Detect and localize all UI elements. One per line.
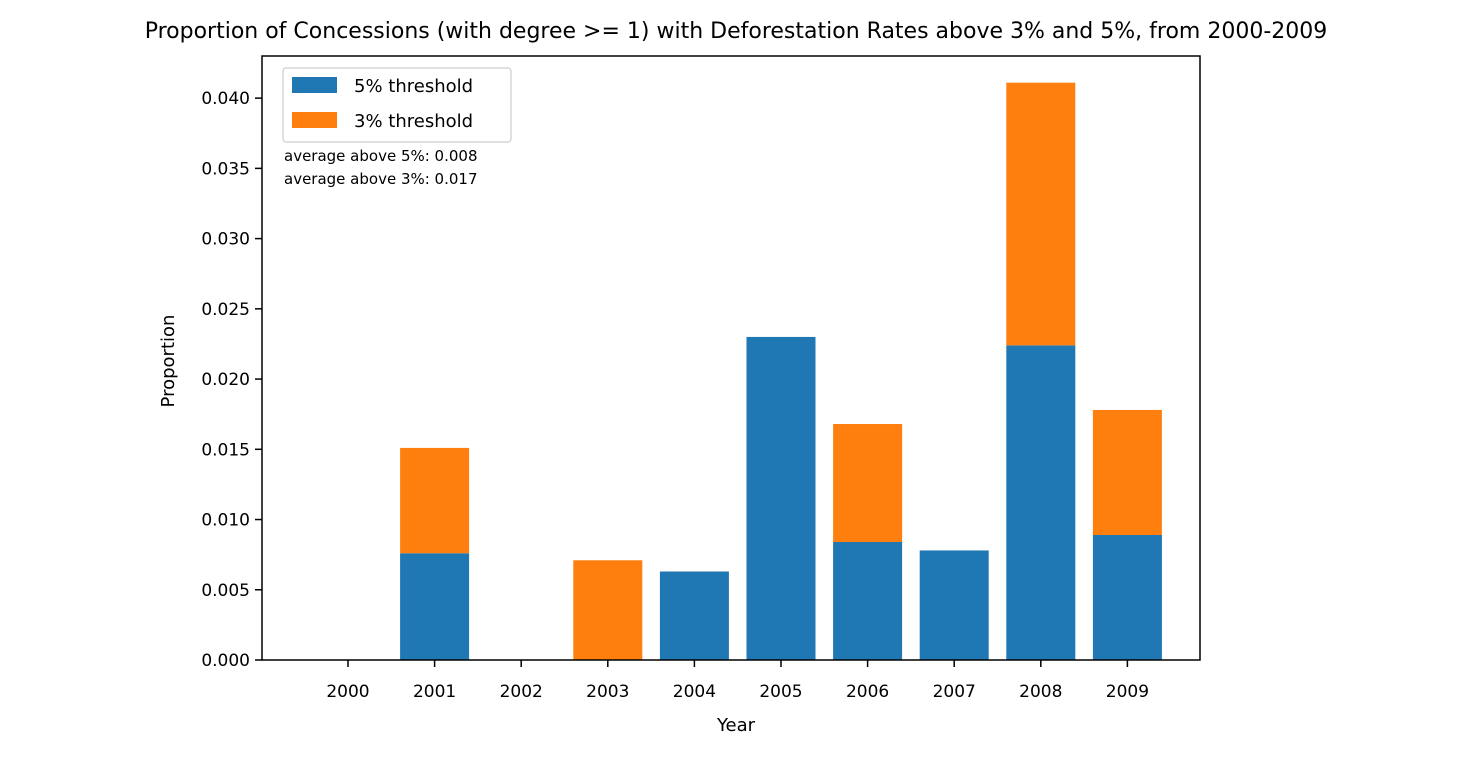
y-axis-label: Proportion: [158, 315, 179, 408]
bar-2008-series-1: [1006, 82, 1076, 346]
bar-2004-series-0: [659, 571, 729, 660]
x-tick-label: 2002: [500, 682, 543, 702]
x-tick-label: 2003: [586, 682, 629, 702]
x-tick-label: 2006: [846, 682, 889, 702]
bar-2001-series-0: [400, 553, 470, 660]
x-tick-label: 2008: [1019, 682, 1062, 702]
bar-2003-series-1: [573, 560, 643, 660]
bar-2007-series-0: [919, 550, 989, 660]
y-tick-label: 0.010: [201, 511, 250, 531]
x-tick-label: 2000: [326, 682, 369, 702]
plot-frame: [261, 55, 1201, 661]
annotation-average-5pct: average above 5%: 0.008: [284, 147, 478, 165]
bar-2005-series-0: [746, 336, 816, 660]
y-tick-label: 0.035: [201, 159, 250, 179]
bar-2008-series-0: [1006, 345, 1076, 660]
annotation-average-3pct: average above 3%: 0.017: [284, 170, 478, 188]
legend-box: [282, 67, 512, 143]
legend-label-5pct: 5% threshold: [354, 76, 473, 97]
legend-swatch-5pct: [292, 77, 337, 93]
y-tick-label: 0.000: [201, 651, 250, 671]
y-tick-label: 0.005: [201, 581, 250, 601]
bar-2006-series-0: [833, 542, 903, 660]
legend-swatch-3pct: [292, 112, 337, 128]
y-tick-label: 0.015: [201, 440, 250, 460]
legend-label-3pct: 3% threshold: [354, 111, 473, 132]
bars: [400, 82, 1162, 660]
chart-title: Proportion of Concessions (with degree >…: [145, 19, 1328, 44]
x-tick-label: 2004: [673, 682, 716, 702]
y-tick-label: 0.025: [201, 300, 250, 320]
x-tick-label: 2005: [759, 682, 802, 702]
x-tick-label: 2009: [1106, 682, 1149, 702]
bar-2009-series-0: [1092, 534, 1162, 660]
y-axis-ticks: 0.000 0.005 0.010 0.015 0.020 0.025 0.030 0.035…: [201, 89, 262, 671]
x-tick-label: 2001: [413, 682, 456, 702]
bar-2001-series-1: [400, 447, 470, 554]
x-axis-label: Year: [716, 715, 756, 736]
x-tick-label: 2007: [933, 682, 976, 702]
y-tick-label: 0.020: [201, 370, 250, 390]
x-axis-ticks: 2000 2001 2002 2003 2004 2005 2006 2007 2008 2009: [326, 660, 1149, 702]
y-tick-label: 0.030: [201, 230, 250, 250]
legend: 5% threshold 3% threshold: [282, 67, 512, 143]
bar-2006-series-1: [833, 424, 903, 543]
bar-2009-series-1: [1092, 409, 1162, 535]
y-tick-label: 0.040: [201, 89, 250, 109]
